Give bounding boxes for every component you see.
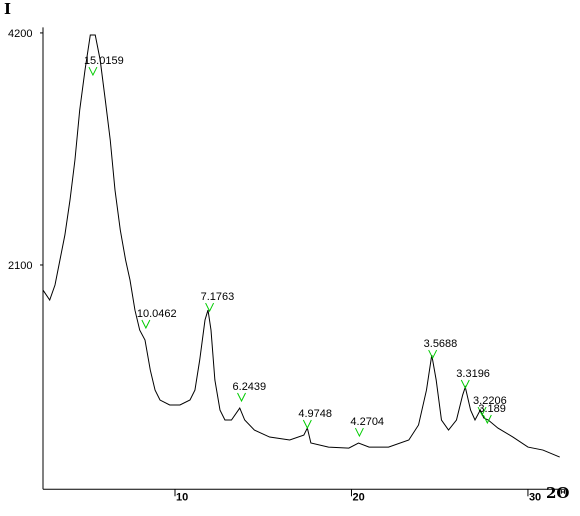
x-axis-label: 2Θ — [546, 484, 570, 502]
peak-label: 4.9748 — [298, 408, 332, 420]
peak-label: 3.189 — [478, 403, 506, 415]
peak-label: 7.1763 — [201, 291, 235, 303]
peak-label: 3.3196 — [456, 368, 490, 380]
y-tick-label: 2100 — [8, 260, 32, 272]
x-tick-label: 20 — [352, 491, 364, 503]
xrd-line — [42, 34, 560, 458]
peak-marker — [428, 349, 438, 360]
peak-marker — [302, 419, 312, 430]
x-tick-label: 10 — [176, 491, 188, 503]
peak-label: 15.0159 — [84, 55, 124, 67]
peak-marker — [237, 392, 246, 403]
peak-marker — [482, 414, 492, 425]
x-tick-label: 30 — [529, 491, 541, 503]
peak-label: 3.2206 — [473, 395, 507, 407]
peak-marker — [354, 427, 364, 438]
y-axis-label: I — [4, 0, 11, 18]
peak-marker — [460, 379, 470, 390]
peak-marker — [477, 406, 487, 417]
peak-marker — [141, 319, 151, 330]
y-tick-label: 4200 — [8, 28, 32, 40]
peak-label: 6.2439 — [233, 381, 267, 393]
peak-label: 3.5688 — [424, 338, 458, 350]
peak-label: 10.0462 — [137, 308, 177, 320]
peak-label: 4.2704 — [350, 416, 384, 428]
peak-marker — [205, 302, 215, 313]
peak-marker — [88, 66, 98, 77]
